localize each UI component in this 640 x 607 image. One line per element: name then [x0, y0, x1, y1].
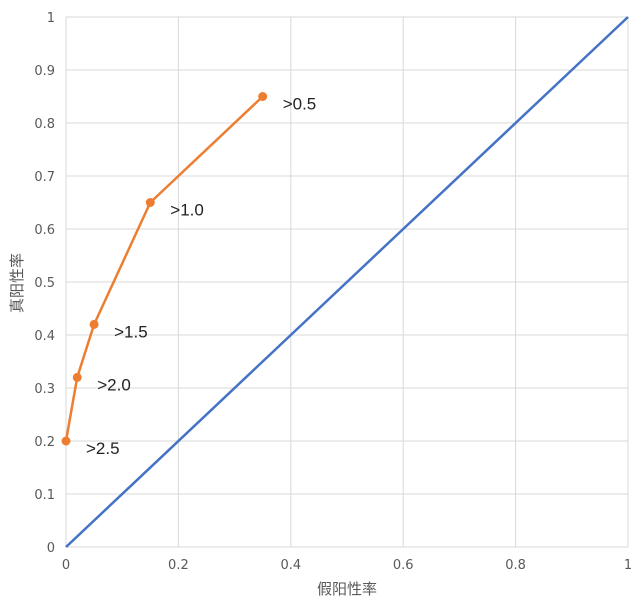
threshold-label: >0.5 [283, 95, 317, 114]
x-axis-title: 假阳性率 [317, 580, 377, 598]
y-tick-label: 0.9 [34, 64, 55, 79]
series-1-point [89, 319, 99, 329]
y-tick-label: 0.7 [34, 170, 55, 185]
threshold-label: >1.0 [170, 201, 204, 220]
y-tick-label: 0.6 [34, 223, 55, 238]
x-tick-label: 0 [62, 558, 70, 573]
series-0-line [65, 16, 629, 548]
series-1-point [145, 198, 155, 207]
series-1-point [72, 372, 82, 382]
threshold-label: >1.5 [114, 322, 148, 341]
y-tick-label: 0.1 [34, 488, 55, 503]
y-tick-label: 0.5 [34, 276, 55, 291]
y-axis-ticks: 0 0.1 0.2 0.3 0.4 0.5 0.6 0.7 0.8 0.9 1 [34, 11, 55, 556]
series-1-point [61, 436, 71, 446]
threshold-label: >2.5 [86, 439, 120, 458]
x-tick-label: 0.8 [505, 558, 526, 573]
y-tick-label: 0.4 [34, 329, 55, 344]
y-tick-label: 1 [47, 11, 55, 26]
x-tick-label: 0.6 [393, 558, 414, 573]
point-labels: >2.5 >2.0 >1.5 >1.0 >0.5 [86, 95, 316, 459]
threshold-label: >2.0 [97, 375, 131, 394]
series-layer [61, 16, 629, 548]
x-tick-label: 1 [624, 558, 632, 573]
x-tick-label: 0.2 [168, 558, 189, 573]
series-1-point [258, 92, 268, 101]
x-axis-ticks: 0 0.2 0.4 0.6 0.8 1 [62, 558, 632, 573]
y-tick-label: 0.3 [34, 382, 55, 397]
y-tick-label: 0 [47, 541, 55, 556]
y-tick-label: 0.2 [34, 435, 55, 450]
y-axis-title: 真阳性率 [8, 253, 26, 313]
x-tick-label: 0.4 [280, 558, 301, 573]
y-tick-label: 0.8 [34, 117, 55, 132]
